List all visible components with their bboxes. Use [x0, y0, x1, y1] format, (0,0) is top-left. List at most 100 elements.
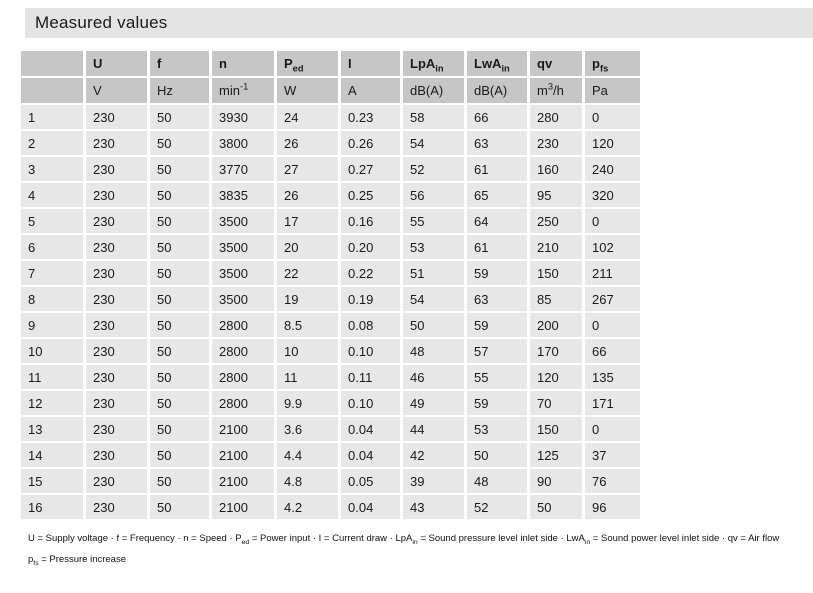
data-cell: 0.26 — [341, 131, 400, 155]
data-cell: 3.6 — [277, 417, 338, 441]
data-cell: 50 — [150, 417, 209, 441]
text-segment: dB(A) — [410, 83, 444, 98]
data-cell: 52 — [403, 157, 464, 181]
data-cell: 230 — [86, 131, 147, 155]
header-cell-row — [21, 51, 83, 76]
data-cell: 150 — [530, 261, 582, 285]
table-row: 9 230 50 2800 8.5 0.08 50 59 200 0 — [21, 313, 640, 337]
unit-cell-n: min-1 — [212, 78, 274, 103]
data-cell: 230 — [86, 235, 147, 259]
data-cell: 3500 — [212, 235, 274, 259]
data-cell: 50 — [150, 261, 209, 285]
data-cell: 50 — [150, 105, 209, 129]
data-cell: 2100 — [212, 469, 274, 493]
data-cell: 120 — [530, 365, 582, 389]
row-number-cell: 13 — [21, 417, 83, 441]
data-cell: 0 — [585, 417, 640, 441]
data-cell: 19 — [277, 287, 338, 311]
data-cell: 66 — [585, 339, 640, 363]
section-title-bar: Measured values — [25, 8, 813, 38]
table-row: 5 230 50 3500 17 0.16 55 64 250 0 — [21, 209, 640, 233]
row-number-cell: 11 — [21, 365, 83, 389]
data-cell: 2800 — [212, 339, 274, 363]
header-cell-qv: qv — [530, 51, 582, 76]
data-cell: 0.25 — [341, 183, 400, 207]
page-title: Measured values — [35, 13, 168, 32]
data-cell: 61 — [467, 235, 527, 259]
row-number-cell: 9 — [21, 313, 83, 337]
data-cell: 50 — [467, 443, 527, 467]
text-segment: m — [537, 83, 548, 98]
data-cell: 210 — [530, 235, 582, 259]
data-cell: 0.19 — [341, 287, 400, 311]
data-cell: 59 — [467, 391, 527, 415]
row-number-cell: 5 — [21, 209, 83, 233]
data-cell: 50 — [150, 365, 209, 389]
data-cell: 230 — [86, 209, 147, 233]
text-segment: n — [219, 56, 227, 71]
data-cell: 50 — [150, 443, 209, 467]
data-cell: 24 — [277, 105, 338, 129]
text-segment: p — [592, 56, 600, 71]
data-cell: 150 — [530, 417, 582, 441]
table-row: 7 230 50 3500 22 0.22 51 59 150 211 — [21, 261, 640, 285]
data-cell: 102 — [585, 235, 640, 259]
table-row: 16 230 50 2100 4.2 0.04 43 52 50 96 — [21, 495, 640, 519]
data-cell: 10 — [277, 339, 338, 363]
superscript: -1 — [239, 81, 249, 92]
data-cell: 0.20 — [341, 235, 400, 259]
text-segment: qv — [537, 56, 553, 71]
data-cell: 2100 — [212, 417, 274, 441]
data-cell: 56 — [403, 183, 464, 207]
table-row: 12 230 50 2800 9.9 0.10 49 59 70 171 — [21, 391, 640, 415]
data-cell: 43 — [403, 495, 464, 519]
unit-cell-I: A — [341, 78, 400, 103]
data-cell: 52 — [467, 495, 527, 519]
data-cell: 2800 — [212, 391, 274, 415]
data-cell: 37 — [585, 443, 640, 467]
data-cell: 230 — [86, 495, 147, 519]
table-row: 11 230 50 2800 11 0.11 46 55 120 135 — [21, 365, 640, 389]
data-cell: 39 — [403, 469, 464, 493]
text-segment: = Sound power level inlet side · qv = Ai… — [590, 533, 780, 544]
subscript: fs — [599, 63, 609, 74]
header-cell-f: f — [150, 51, 209, 76]
row-number-cell: 8 — [21, 287, 83, 311]
data-cell: 50 — [150, 469, 209, 493]
data-cell: 11 — [277, 365, 338, 389]
unit-cell-LwAin: dB(A) — [467, 78, 527, 103]
data-cell: 50 — [403, 313, 464, 337]
data-cell: 50 — [150, 235, 209, 259]
header-cell-Ped: Ped — [277, 51, 338, 76]
data-cell: 59 — [467, 261, 527, 285]
data-cell: 0.04 — [341, 417, 400, 441]
data-cell: 50 — [150, 287, 209, 311]
data-cell: 8.5 — [277, 313, 338, 337]
data-cell: 3500 — [212, 287, 274, 311]
data-cell: 55 — [403, 209, 464, 233]
text-segment: LpA — [410, 56, 436, 71]
table-row: 13 230 50 2100 3.6 0.04 44 53 150 0 — [21, 417, 640, 441]
data-cell: 57 — [467, 339, 527, 363]
data-cell: 0.11 — [341, 365, 400, 389]
data-cell: 230 — [86, 417, 147, 441]
text-segment: W — [284, 83, 297, 98]
unit-cell-U: V — [86, 78, 147, 103]
data-cell: 2100 — [212, 495, 274, 519]
row-number-cell: 12 — [21, 391, 83, 415]
data-cell: 26 — [277, 131, 338, 155]
data-cell: 50 — [150, 209, 209, 233]
text-segment: dB(A) — [474, 83, 508, 98]
data-cell: 0.04 — [341, 443, 400, 467]
text-segment: = Power input · I = Current draw · LpA — [249, 533, 413, 544]
text-segment: V — [93, 83, 102, 98]
data-cell: 230 — [86, 391, 147, 415]
data-cell: 230 — [530, 131, 582, 155]
data-cell: 50 — [150, 131, 209, 155]
data-cell: 250 — [530, 209, 582, 233]
data-cell: 42 — [403, 443, 464, 467]
text-segment: P — [284, 56, 293, 71]
unit-cell-qv: m3/h — [530, 78, 582, 103]
text-segment: A — [348, 83, 357, 98]
